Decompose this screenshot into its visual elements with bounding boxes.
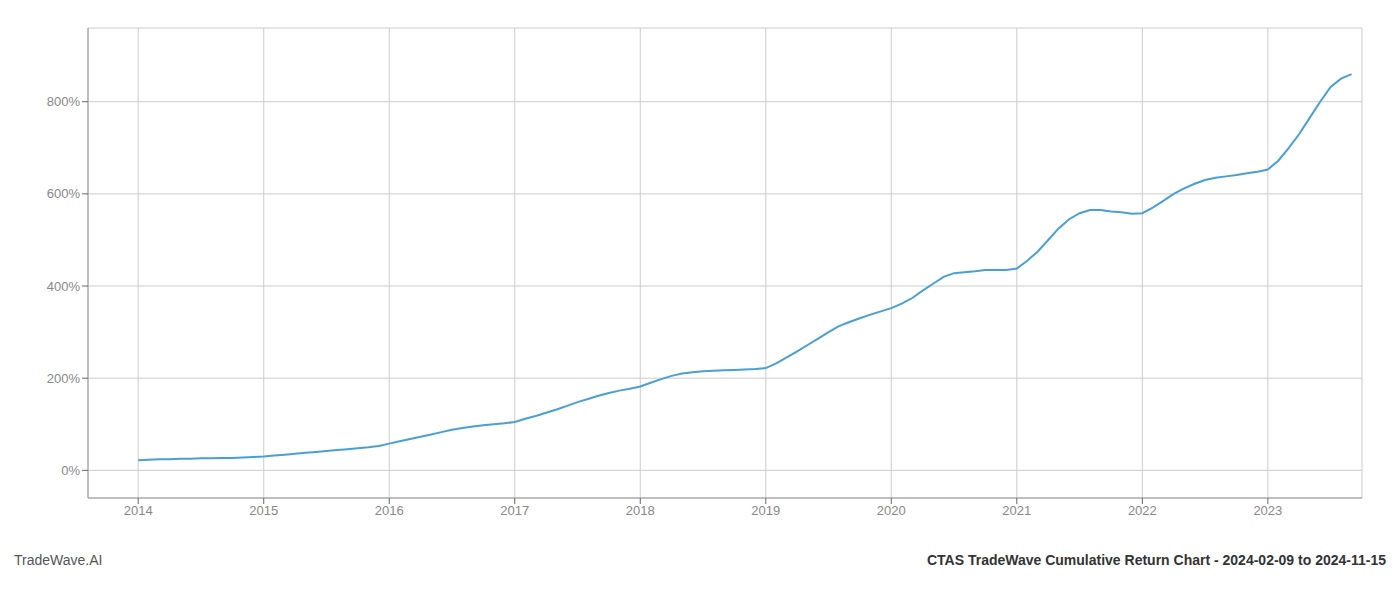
svg-text:2019: 2019 [751,503,780,518]
svg-text:2017: 2017 [500,503,529,518]
svg-text:2018: 2018 [626,503,655,518]
svg-text:800%: 800% [47,94,81,109]
svg-text:400%: 400% [47,279,81,294]
svg-text:2022: 2022 [1128,503,1157,518]
html-text:CTAS TradeWave Cumulative Retu: CTAS TradeWave Cumulative Return Chart -… [926,552,1386,568]
svg-text:2021: 2021 [1002,503,1031,518]
svg-text:2015: 2015 [249,503,278,518]
svg-text:2014: 2014 [124,503,153,518]
svg-text:0%: 0% [61,463,80,478]
svg-text:2020: 2020 [877,503,906,518]
svg-text:200%: 200% [47,371,81,386]
svg-text:2023: 2023 [1253,503,1282,518]
svg-text:2016: 2016 [375,503,404,518]
html-text:TradeWave.AI: TradeWave.AI [14,552,103,568]
svg-text:600%: 600% [47,186,81,201]
